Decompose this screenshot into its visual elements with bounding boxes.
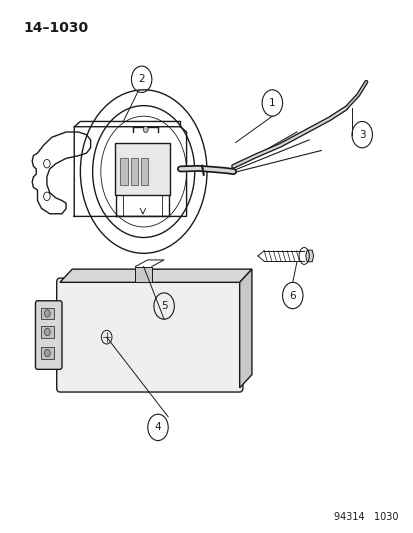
Polygon shape <box>60 269 252 282</box>
Polygon shape <box>239 269 252 388</box>
Circle shape <box>143 126 148 133</box>
Bar <box>115 142 170 195</box>
Bar <box>140 158 148 185</box>
Text: 94314   1030: 94314 1030 <box>334 512 398 522</box>
Polygon shape <box>305 250 313 262</box>
Bar <box>135 266 152 282</box>
Bar <box>40 347 54 359</box>
Text: 2: 2 <box>138 74 145 84</box>
Text: 1: 1 <box>268 98 275 108</box>
Text: 5: 5 <box>160 301 167 311</box>
FancyBboxPatch shape <box>57 278 242 392</box>
Bar <box>40 308 54 319</box>
Text: 3: 3 <box>358 130 365 140</box>
Text: 4: 4 <box>154 422 161 432</box>
Circle shape <box>44 310 50 317</box>
Bar <box>131 158 138 185</box>
Circle shape <box>44 349 50 357</box>
Bar <box>120 158 128 185</box>
FancyBboxPatch shape <box>36 301 62 369</box>
Text: 14–1030: 14–1030 <box>23 21 88 35</box>
Text: 6: 6 <box>289 290 295 301</box>
Circle shape <box>44 328 50 336</box>
Bar <box>40 326 54 338</box>
